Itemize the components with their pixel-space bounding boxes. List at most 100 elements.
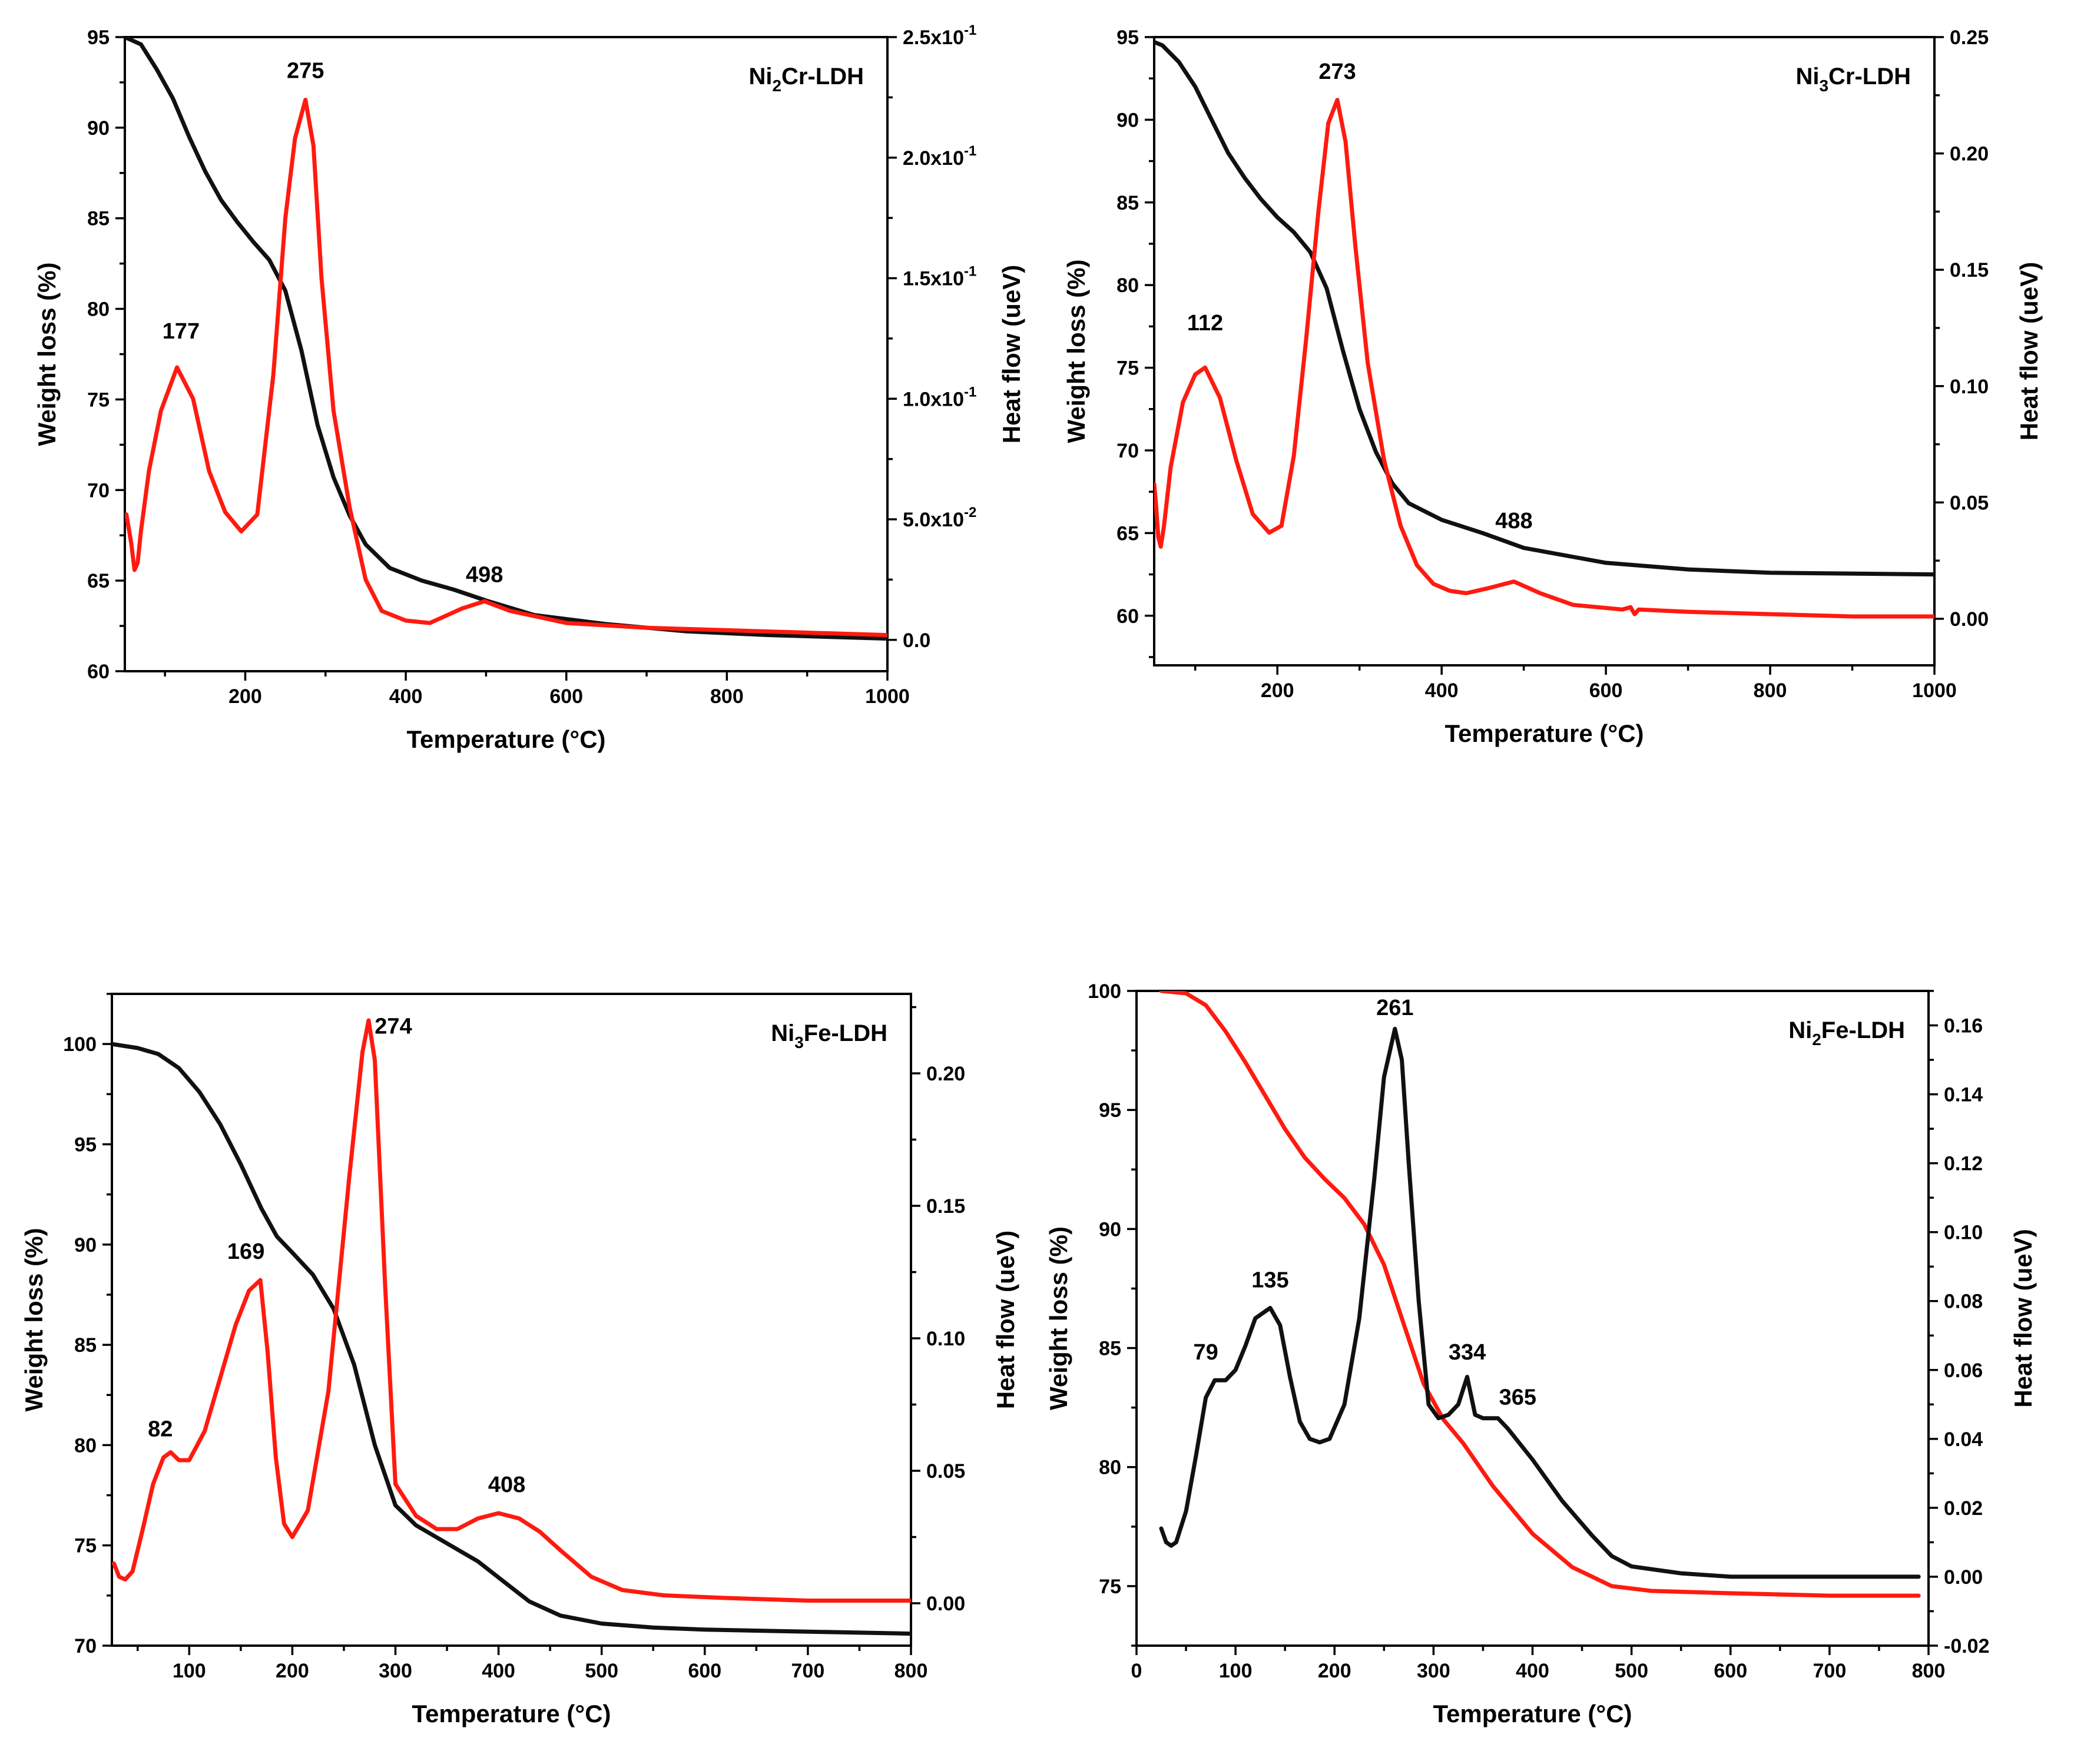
y-axis-title: Weight loss (%) bbox=[33, 263, 61, 446]
x-tick-label: 800 bbox=[710, 685, 744, 708]
x-tick-label: 0 bbox=[1131, 1660, 1142, 1682]
y2-tick-label: 1.5x10-1 bbox=[903, 264, 976, 290]
y2-tick-label: 0.00 bbox=[1944, 1566, 1983, 1589]
weight-loss-curve bbox=[112, 1042, 911, 1636]
panel-title-sub: 3 bbox=[794, 1033, 804, 1052]
y-tick-label: 95 bbox=[87, 26, 110, 49]
peak-label: 498 bbox=[466, 562, 503, 587]
x-axis-title: Temperature (°C) bbox=[1444, 719, 1644, 747]
y2-tick-exponent: -2 bbox=[964, 505, 976, 520]
y2-tick-mantissa: 0.12 bbox=[1944, 1153, 1983, 1175]
y-tick-label: 95 bbox=[74, 1133, 97, 1156]
y2-tick-mantissa: 0.20 bbox=[1950, 143, 1989, 165]
y2-tick-exponent: -1 bbox=[964, 384, 976, 400]
y2-tick-label: 0.05 bbox=[1950, 492, 1989, 514]
peak-label: 408 bbox=[488, 1473, 525, 1497]
y2-tick-exponent: -1 bbox=[964, 22, 976, 38]
x-tick-label: 400 bbox=[482, 1660, 515, 1682]
peak-label: 82 bbox=[148, 1417, 173, 1442]
y2-tick-mantissa: 1.5x10 bbox=[903, 268, 964, 290]
y2-axis-title: Heat flow (ueV) bbox=[2009, 1229, 2037, 1407]
y2-tick-mantissa: -0.02 bbox=[1944, 1635, 1990, 1657]
panel-title-rest: Fe-LDH bbox=[1821, 1017, 1905, 1043]
x-tick-label: 700 bbox=[1813, 1660, 1847, 1682]
x-tick-label: 500 bbox=[1615, 1660, 1648, 1682]
x-tick-label: 800 bbox=[1912, 1660, 1946, 1682]
y2-tick-label: 0.00 bbox=[1950, 608, 1989, 631]
chart-panel-1: 200 400 600 800 1000 60 65 70 75 80 85 90 95 0.0 5.0x1… bbox=[33, 22, 1025, 753]
y-tick-label: 75 bbox=[74, 1535, 97, 1557]
panel-title-base: Ni bbox=[1795, 64, 1819, 89]
y-axis-title: Weight loss (%) bbox=[1045, 1226, 1072, 1410]
plot-frame bbox=[111, 993, 912, 1647]
heat-flow-curve bbox=[1159, 1026, 1921, 1579]
y2-tick-mantissa: 0.02 bbox=[1944, 1497, 1983, 1520]
y2-tick-label: 0.10 bbox=[1944, 1222, 1983, 1244]
y2-tick-label: 2.5x10-1 bbox=[903, 22, 976, 49]
panel-title-base: Ni bbox=[1788, 1017, 1812, 1043]
x-tick-label: 400 bbox=[389, 685, 423, 708]
y2-tick-exponent: -1 bbox=[964, 143, 976, 159]
y2-tick-label: 0.06 bbox=[1944, 1360, 1983, 1382]
y2-tick-label: 0.04 bbox=[1944, 1428, 1983, 1451]
x-tick-label: 400 bbox=[1425, 679, 1459, 702]
peak-label: 273 bbox=[1318, 59, 1356, 84]
y-tick-label: 80 bbox=[1099, 1457, 1121, 1479]
y2-tick-mantissa: 0.04 bbox=[1944, 1428, 1983, 1451]
panel-title-base: Ni bbox=[748, 64, 772, 89]
panel-title-rest: Cr-LDH bbox=[1828, 64, 1911, 89]
y-tick-label: 60 bbox=[87, 661, 110, 683]
peak-label: 488 bbox=[1495, 509, 1532, 533]
y2-tick-label: 0.05 bbox=[926, 1460, 965, 1483]
panel-title: Ni2Cr-LDH bbox=[748, 64, 864, 95]
y2-tick-label: 0.10 bbox=[1950, 376, 1989, 398]
peak-label: 79 bbox=[1194, 1340, 1218, 1365]
y2-tick-label: 0.00 bbox=[926, 1593, 965, 1615]
y2-tick-label: 0.10 bbox=[926, 1328, 965, 1350]
x-axis-title: Temperature (°C) bbox=[406, 725, 605, 753]
y2-tick-label: 0.16 bbox=[1944, 1015, 1983, 1037]
y2-tick-mantissa: 0.25 bbox=[1950, 26, 1989, 49]
weight-loss-curve bbox=[125, 37, 887, 641]
y2-tick-label: 0.15 bbox=[926, 1195, 965, 1218]
y2-axis-title: Heat flow (ueV) bbox=[2015, 262, 2043, 440]
y2-tick-mantissa: 0.0 bbox=[903, 629, 930, 652]
panel-title-sub: 2 bbox=[772, 77, 781, 95]
y-tick-label: 85 bbox=[1116, 192, 1139, 214]
y2-tick-mantissa: 0.06 bbox=[1944, 1360, 1983, 1382]
y2-tick-mantissa: 0.10 bbox=[1944, 1222, 1983, 1244]
y2-tick-mantissa: 2.0x10 bbox=[903, 147, 964, 170]
heat-flow-curve bbox=[125, 98, 887, 638]
peak-label: 177 bbox=[163, 319, 200, 344]
y-tick-label: 85 bbox=[1099, 1338, 1121, 1360]
panel-title: Ni3Cr-LDH bbox=[1795, 64, 1911, 95]
y2-tick-mantissa: 0.00 bbox=[926, 1593, 965, 1615]
y-tick-label: 70 bbox=[87, 479, 110, 502]
y-axis-title: Weight loss (%) bbox=[1062, 260, 1090, 443]
x-tick-label: 300 bbox=[1417, 1660, 1450, 1682]
peak-label: 261 bbox=[1376, 996, 1413, 1020]
y2-tick-label: 0.15 bbox=[1950, 259, 1989, 281]
y2-tick-label: 0.0 bbox=[903, 629, 930, 652]
y-tick-label: 95 bbox=[1099, 1099, 1121, 1122]
x-tick-label: 500 bbox=[585, 1660, 618, 1682]
heat-flow-curve bbox=[112, 1018, 911, 1603]
x-tick-label: 200 bbox=[1318, 1660, 1351, 1682]
y2-axis-title: Heat flow (ueV) bbox=[992, 1231, 1019, 1409]
weight-loss-curve bbox=[1154, 39, 1934, 577]
y2-tick-mantissa: 0.05 bbox=[926, 1460, 965, 1483]
y-tick-label: 80 bbox=[87, 299, 110, 321]
x-tick-label: 600 bbox=[1589, 679, 1623, 702]
panel-title-sub: 2 bbox=[1812, 1030, 1821, 1049]
y2-tick-mantissa: 0.10 bbox=[1950, 376, 1989, 398]
x-tick-label: 1000 bbox=[1912, 679, 1957, 702]
y-tick-label: 70 bbox=[74, 1635, 97, 1657]
y2-tick-label: 0.08 bbox=[1944, 1291, 1983, 1313]
y2-tick-label: 0.25 bbox=[1950, 26, 1989, 49]
x-tick-label: 100 bbox=[173, 1660, 206, 1682]
x-tick-label: 800 bbox=[894, 1660, 928, 1682]
y2-tick-label: -0.02 bbox=[1944, 1635, 1990, 1657]
chart-panel-3: 100 200 300 400 500 600 700 800 70 75 80 85 90 95 100 0… bbox=[20, 993, 1019, 1727]
y2-tick-label: 1.0x10-1 bbox=[903, 384, 976, 410]
